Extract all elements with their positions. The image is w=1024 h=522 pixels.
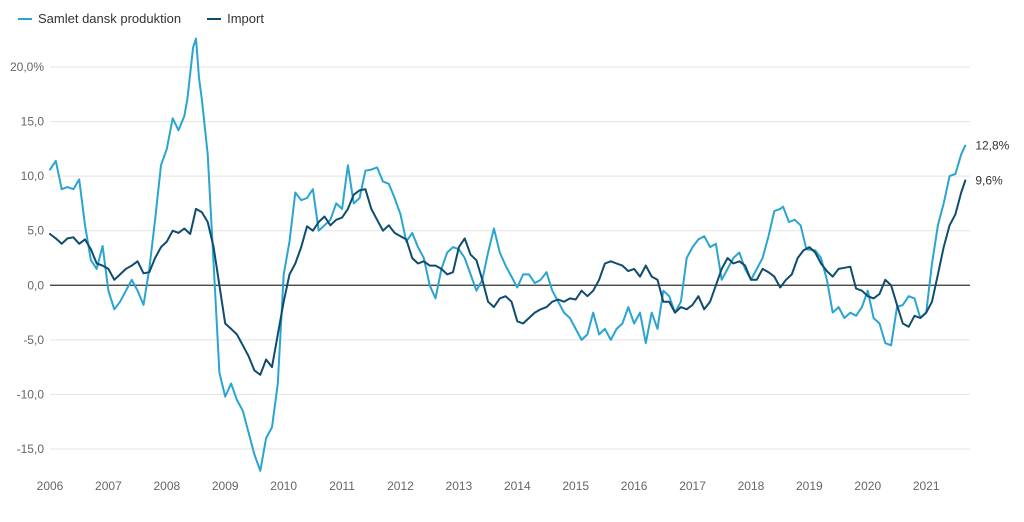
y-tick-label: -15,0 xyxy=(17,442,45,456)
legend-label-production: Samlet dansk produktion xyxy=(38,11,182,26)
y-tick-label: -5,0 xyxy=(23,333,44,347)
x-tick-label: 2019 xyxy=(796,479,823,493)
x-tick-label: 2014 xyxy=(504,479,531,493)
legend: Samlet dansk produktion Import xyxy=(18,11,264,26)
x-tick-label: 2015 xyxy=(562,479,589,493)
end-value-label-import: 9,6% xyxy=(975,174,1003,188)
x-tick-label: 2012 xyxy=(387,479,414,493)
series-line-import xyxy=(49,179,967,376)
legend-item-production: Samlet dansk produktion xyxy=(18,11,181,26)
end-value-label-production: 12,8% xyxy=(975,139,1009,153)
legend-item-import: Import xyxy=(207,11,264,26)
x-tick-label: 2008 xyxy=(153,479,180,493)
series-line-production xyxy=(49,37,967,472)
x-tick-label: 2016 xyxy=(621,479,648,493)
y-tick-label: 0,0 xyxy=(27,278,44,292)
x-tick-label: 2018 xyxy=(738,479,765,493)
x-tick-label: 2017 xyxy=(679,479,706,493)
legend-label-import: Import xyxy=(227,11,264,26)
x-tick-label: 2007 xyxy=(95,479,122,493)
y-tick-label: -10,0 xyxy=(17,387,45,401)
y-tick-label: 20,0% xyxy=(10,60,44,74)
x-tick-label: 2021 xyxy=(913,479,940,493)
x-tick-label: 2011 xyxy=(329,479,355,493)
x-tick-label: 2013 xyxy=(446,479,473,493)
x-tick-label: 2020 xyxy=(854,479,881,493)
legend-swatch-import xyxy=(207,17,222,20)
y-tick-label: 10,0 xyxy=(21,169,45,183)
y-tick-label: 5,0 xyxy=(27,224,44,238)
y-tick-label: 15,0 xyxy=(21,115,45,129)
x-tick-label: 2006 xyxy=(37,479,64,493)
x-tick-label: 2009 xyxy=(212,479,239,493)
legend-swatch-production xyxy=(18,17,32,20)
x-tick-label: 2010 xyxy=(270,479,297,493)
